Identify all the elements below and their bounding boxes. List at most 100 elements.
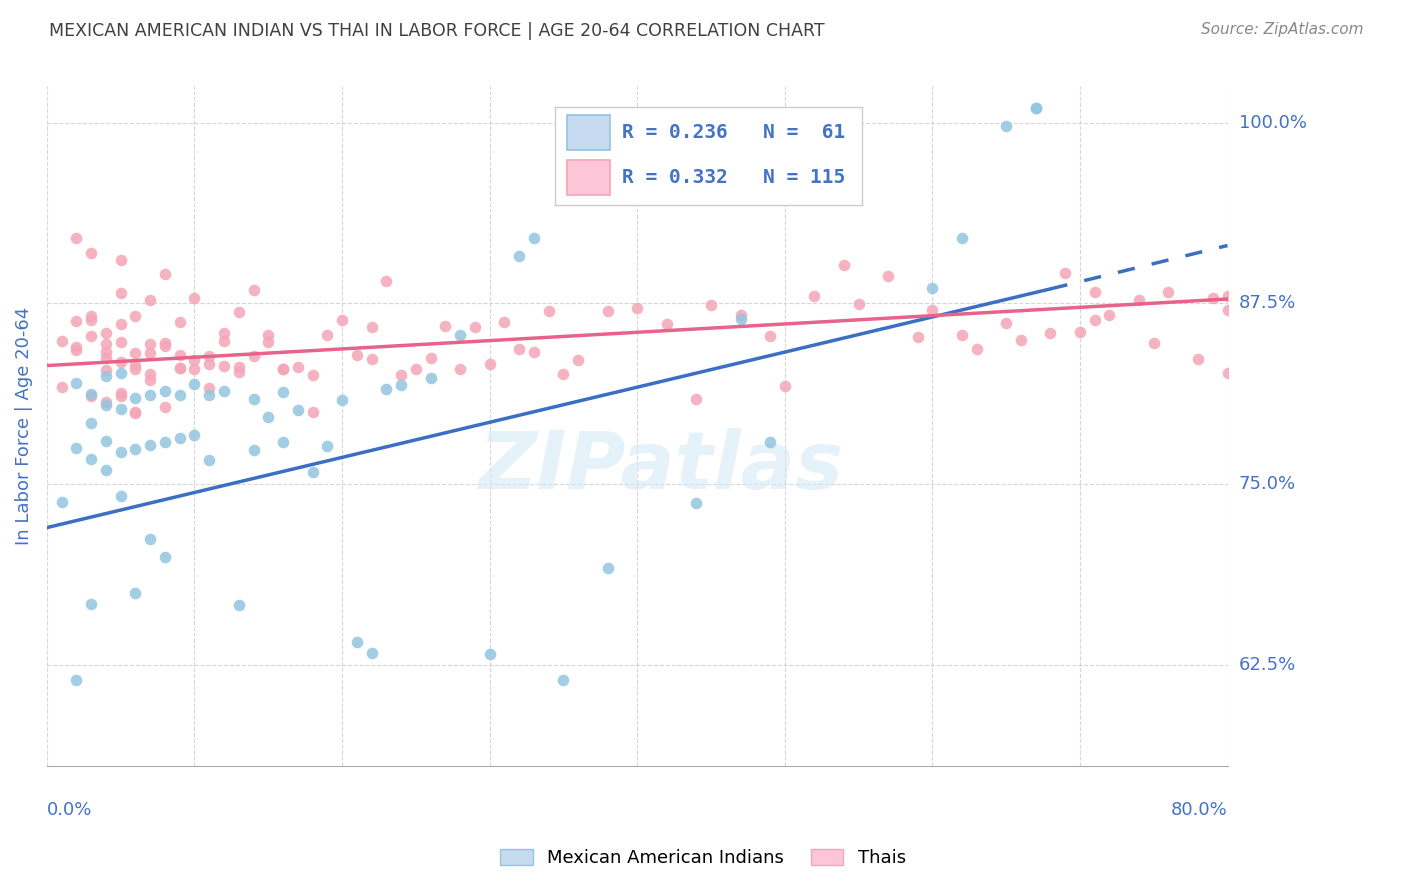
Point: [169, 361, 191, 376]
Point: [169, 315, 191, 329]
Point: [198, 388, 221, 402]
Point: [271, 362, 294, 376]
Point: [877, 268, 900, 283]
Point: [1098, 308, 1121, 322]
Point: [523, 344, 546, 359]
Point: [198, 357, 221, 371]
Text: 75.0%: 75.0%: [1239, 475, 1296, 493]
Point: [94, 363, 117, 377]
Point: [389, 378, 412, 392]
Point: [110, 285, 132, 300]
Point: [183, 352, 205, 367]
Point: [730, 309, 752, 323]
Point: [405, 362, 427, 376]
Point: [848, 297, 870, 311]
Point: [271, 435, 294, 450]
Point: [183, 292, 205, 306]
Point: [65, 340, 87, 354]
Point: [51, 334, 73, 348]
Point: [1054, 267, 1077, 281]
Point: [153, 384, 176, 398]
Point: [360, 646, 382, 660]
Point: [124, 586, 146, 600]
Point: [198, 350, 221, 364]
Point: [139, 372, 162, 386]
Point: [1128, 293, 1150, 307]
Point: [257, 328, 280, 343]
Point: [183, 427, 205, 442]
Point: [198, 381, 221, 395]
Point: [228, 365, 250, 379]
Point: [80, 328, 103, 343]
Point: [1202, 291, 1225, 305]
Point: [110, 385, 132, 400]
Point: [1143, 335, 1166, 350]
Point: [51, 495, 73, 509]
Point: [228, 359, 250, 374]
Point: [346, 635, 368, 649]
Point: [198, 453, 221, 467]
Point: [94, 351, 117, 366]
Point: [360, 319, 382, 334]
Point: [375, 274, 398, 288]
Point: [995, 316, 1018, 330]
Point: [478, 647, 501, 661]
Point: [183, 362, 205, 376]
Text: MEXICAN AMERICAN INDIAN VS THAI IN LABOR FORCE | AGE 20-64 CORRELATION CHART: MEXICAN AMERICAN INDIAN VS THAI IN LABOR…: [49, 22, 825, 40]
Point: [169, 431, 191, 445]
Point: [759, 435, 782, 450]
Point: [1157, 285, 1180, 300]
Point: [389, 368, 412, 383]
Legend: Mexican American Indians, Thais: Mexican American Indians, Thais: [492, 841, 914, 874]
Point: [139, 293, 162, 307]
Point: [626, 301, 648, 315]
Point: [80, 313, 103, 327]
Point: [80, 387, 103, 401]
Point: [316, 328, 339, 343]
Point: [124, 406, 146, 420]
Point: [153, 434, 176, 449]
Point: [301, 405, 323, 419]
Point: [1025, 101, 1047, 115]
Point: [110, 366, 132, 380]
Point: [65, 442, 87, 456]
Point: [271, 384, 294, 399]
Point: [730, 312, 752, 326]
Point: [124, 442, 146, 456]
Point: [773, 379, 796, 393]
Point: [287, 359, 309, 374]
Point: [1010, 333, 1032, 347]
Point: [212, 334, 235, 348]
Point: [139, 346, 162, 360]
Point: [80, 597, 103, 611]
Point: [124, 391, 146, 405]
Point: [700, 298, 723, 312]
Point: [94, 337, 117, 351]
Point: [1069, 325, 1091, 339]
Point: [685, 496, 707, 510]
Point: [950, 230, 973, 244]
Point: [1216, 302, 1239, 317]
Point: [80, 452, 103, 467]
Point: [301, 368, 323, 382]
Point: [1025, 101, 1047, 115]
Point: [139, 367, 162, 381]
Point: [65, 231, 87, 245]
Point: [242, 442, 264, 457]
Point: [153, 335, 176, 350]
Point: [110, 355, 132, 369]
Point: [153, 400, 176, 414]
Point: [419, 351, 441, 365]
Point: [449, 362, 471, 376]
Point: [94, 434, 117, 449]
Point: [685, 392, 707, 406]
Point: [65, 673, 87, 687]
Text: 80.0%: 80.0%: [1171, 801, 1227, 819]
Point: [139, 532, 162, 546]
Point: [110, 401, 132, 416]
Point: [567, 353, 589, 368]
Point: [1216, 289, 1239, 303]
Point: [907, 330, 929, 344]
Point: [124, 358, 146, 372]
Point: [596, 303, 619, 318]
